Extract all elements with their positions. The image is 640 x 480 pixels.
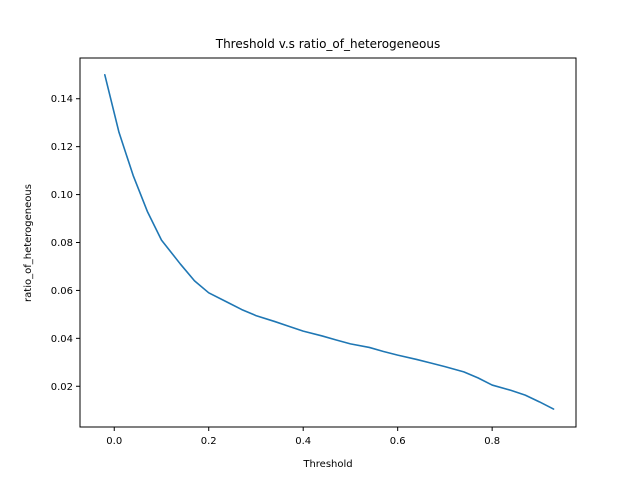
x-tick-label: 0.6: [390, 436, 406, 447]
x-axis: 0.0 0.2 0.4 0.6 0.8: [106, 427, 500, 447]
plot-area: [104, 73, 555, 410]
y-tick-label: 0.14: [51, 94, 73, 105]
y-tick-label: 0.12: [51, 142, 73, 153]
series-line: [104, 73, 555, 410]
x-tick-label: 0.4: [295, 436, 311, 447]
y-tick-label: 0.02: [51, 382, 73, 393]
y-tick-label: 0.08: [51, 238, 73, 249]
y-tick-label: 0.10: [51, 190, 73, 201]
y-tick-label: 0.06: [51, 286, 73, 297]
x-tick-label: 0.8: [484, 436, 500, 447]
y-tick-label: 0.04: [51, 334, 73, 345]
y-axis: 0.02 0.04 0.06 0.08 0.10 0.12 0.14: [51, 94, 80, 393]
chart-title: Threshold v.s ratio_of_heterogeneous: [215, 37, 441, 51]
x-axis-label: Threshold: [302, 459, 352, 470]
x-tick-label: 0.2: [201, 436, 217, 447]
x-tick-label: 0.0: [106, 436, 122, 447]
y-axis-label: ratio_of_heterogeneous: [23, 184, 34, 302]
